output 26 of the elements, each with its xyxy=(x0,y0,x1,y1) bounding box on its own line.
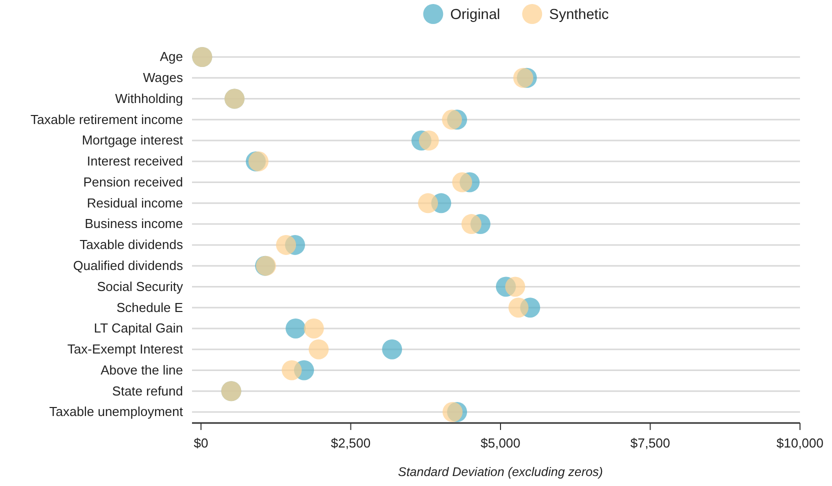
legend-label: Synthetic xyxy=(549,7,609,23)
y-tick-label: Above the line xyxy=(100,362,183,378)
y-tick-label: Interest received xyxy=(86,154,183,169)
y-tick-label: Residual income xyxy=(86,195,183,210)
legend-label: Original xyxy=(450,7,500,23)
x-tick-label: $7,500 xyxy=(630,435,670,450)
y-tick-label: Qualified dividends xyxy=(73,258,184,273)
y-tick-label: Schedule E xyxy=(116,300,184,315)
x-tick-label: $2,500 xyxy=(330,435,371,450)
y-tick-label: Business income xyxy=(84,216,183,232)
y-tick-label: LT Capital Gain xyxy=(94,320,183,336)
y-tick-label: Social Security xyxy=(97,278,184,294)
y-tick-label: Taxable unemployment xyxy=(49,404,184,420)
y-tick-label: Mortgage interest xyxy=(82,132,184,148)
y-tick-label: Age xyxy=(160,49,183,64)
y-tick-label: State refund xyxy=(112,383,183,398)
y-tick-label: Pension received xyxy=(83,174,183,190)
y-tick-label: Taxable retirement income xyxy=(30,112,183,127)
x-axis-title: Standard Deviation (excluding zeros) xyxy=(398,465,603,479)
y-tick-label: Withholding xyxy=(115,90,183,106)
x-tick-label: $10,000 xyxy=(776,435,824,450)
x-tick-label: $5,000 xyxy=(480,435,520,450)
y-tick-label: Taxable dividends xyxy=(80,237,184,252)
x-tick-label: $0 xyxy=(194,435,208,450)
y-tick-label: Wages xyxy=(143,70,184,86)
y-tick-label: Tax-Exempt Interest xyxy=(67,342,184,357)
